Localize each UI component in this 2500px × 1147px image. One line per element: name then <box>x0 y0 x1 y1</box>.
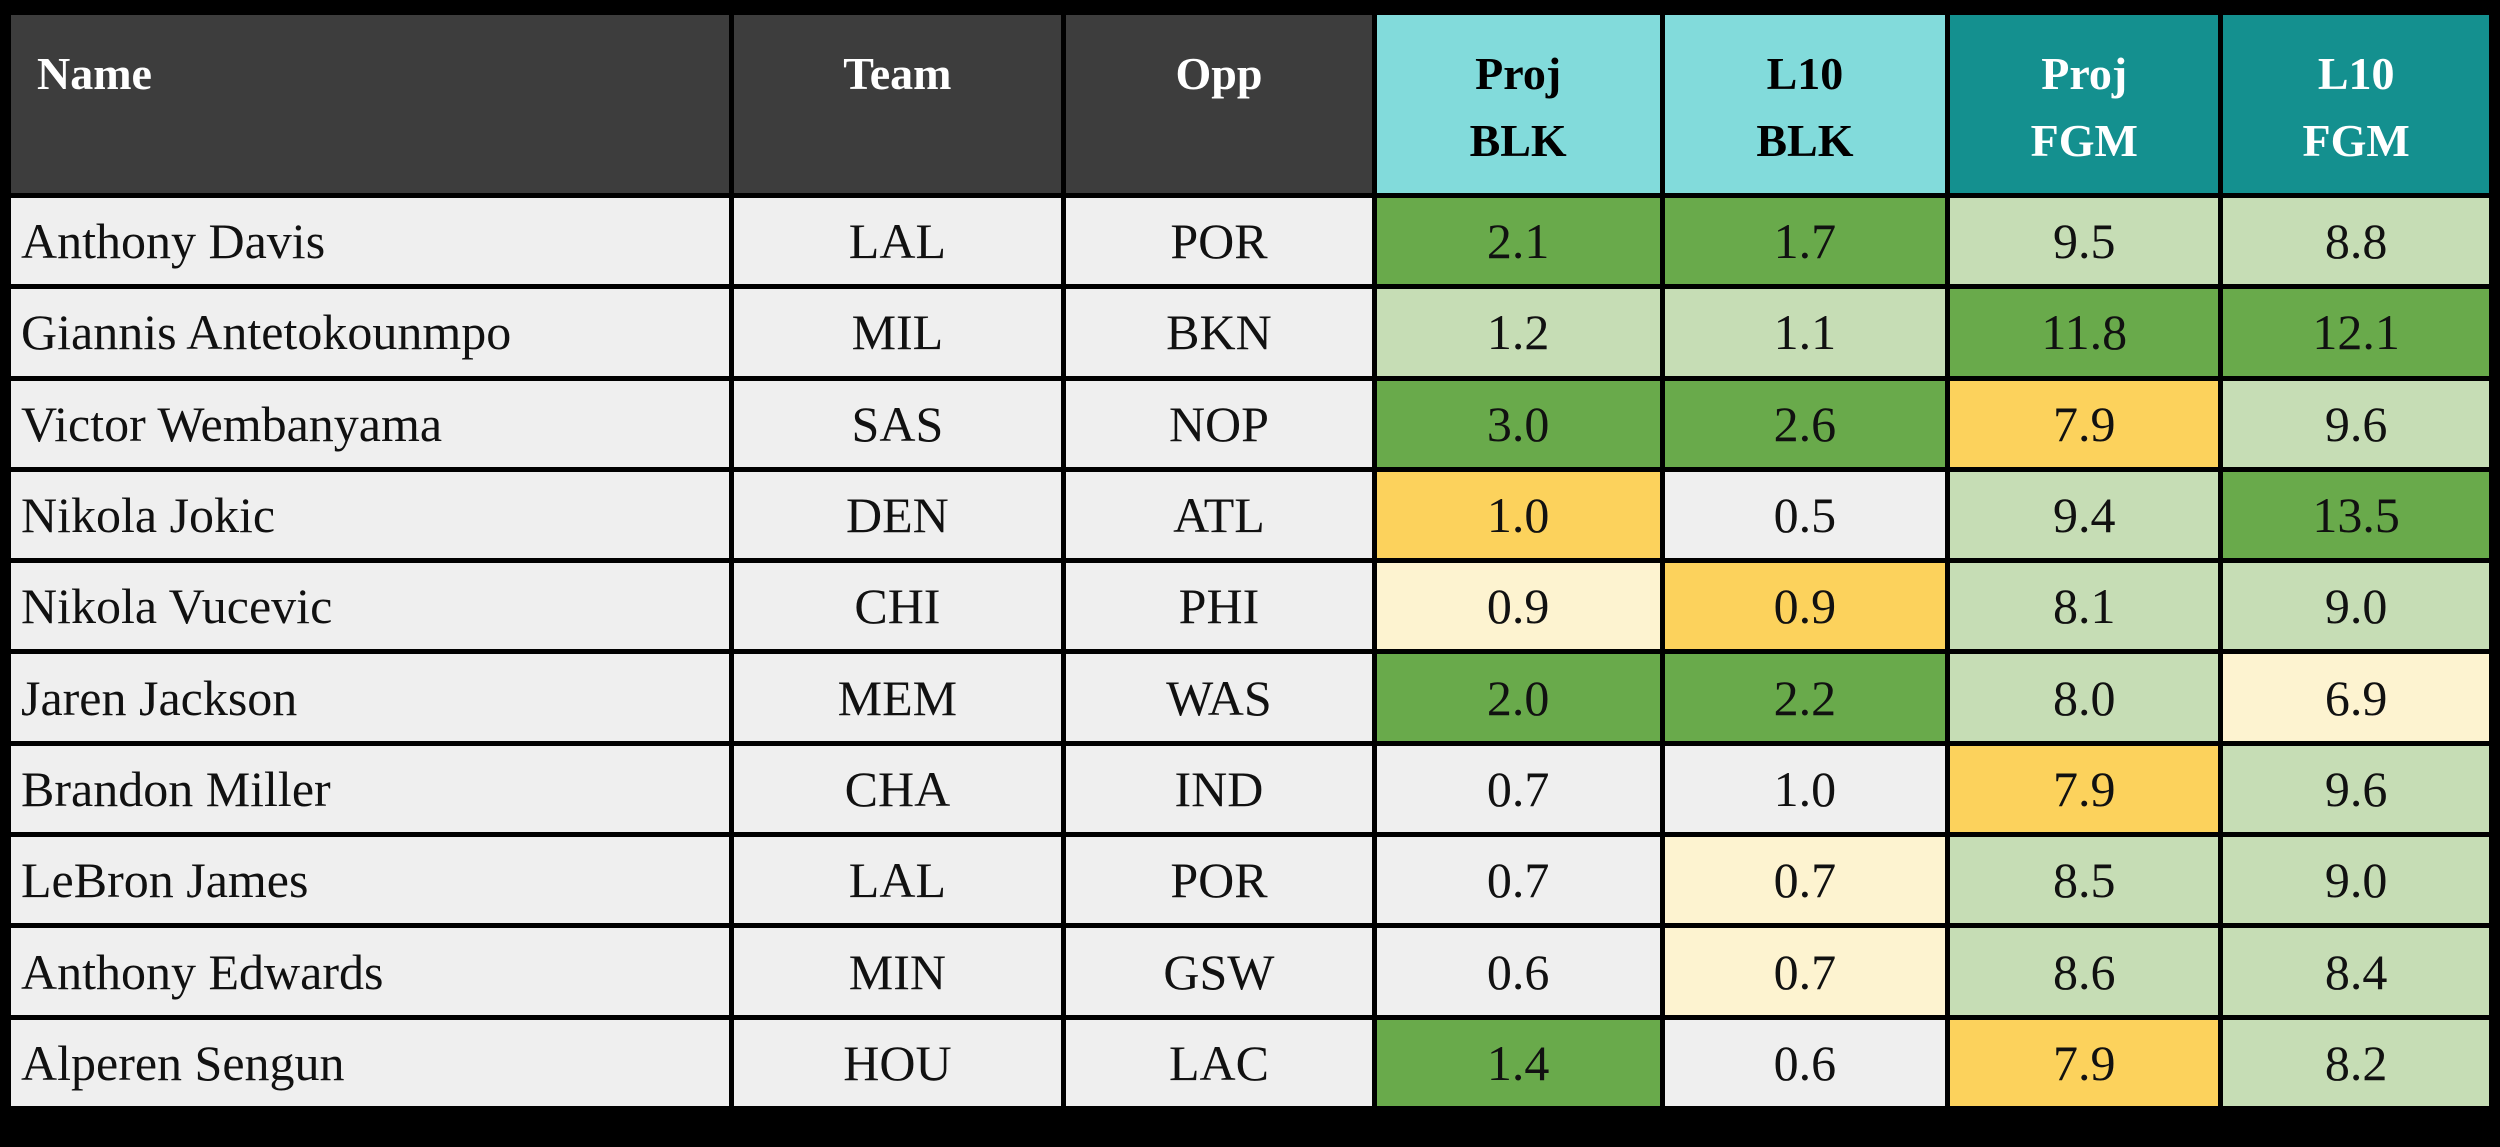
player-name-cell: Anthony Davis <box>6 192 734 290</box>
cell-l10-fgm: 8.2 <box>2218 1014 2494 1112</box>
team-cell: LAL <box>728 192 1067 290</box>
column-header-proj-blk-line2: BLK <box>1469 114 1567 166</box>
column-header-name: Name <box>6 10 734 198</box>
cell-proj-blk: 3.0 <box>1371 375 1665 472</box>
table-row: Jaren Jackson MEM WAS 2.0 2.2 8.0 6.9 <box>6 649 2494 746</box>
cell-l10-fgm: 9.6 <box>2218 375 2494 472</box>
cell-proj-blk: 1.4 <box>1371 1014 1665 1112</box>
cell-proj-fgm: 11.8 <box>1945 284 2224 381</box>
player-name-cell: Giannis Antetokounmpo <box>6 284 734 381</box>
team-cell: MIN <box>728 923 1067 1020</box>
team-cell: MEM <box>728 649 1067 746</box>
cell-l10-fgm: 9.6 <box>2218 740 2494 838</box>
table-row: Alperen Sengun HOU LAC 1.4 0.6 7.9 8.2 <box>6 1014 2494 1112</box>
cell-proj-fgm: 8.1 <box>1945 558 2224 655</box>
cell-proj-blk: 1.2 <box>1371 284 1665 381</box>
cell-l10-blk: 0.6 <box>1659 1014 1951 1112</box>
cell-l10-fgm: 8.4 <box>2218 923 2494 1020</box>
cell-proj-fgm: 8.6 <box>1945 923 2224 1020</box>
cell-l10-blk: 1.0 <box>1659 740 1951 838</box>
cell-l10-blk: 2.6 <box>1659 375 1951 472</box>
opponent-cell: ATL <box>1061 466 1377 564</box>
column-header-proj-fgm: Proj FGM <box>1945 10 2224 198</box>
cell-l10-blk: 0.9 <box>1659 558 1951 655</box>
team-cell: CHA <box>728 740 1067 838</box>
cell-proj-fgm: 9.5 <box>1945 192 2224 290</box>
column-header-l10-blk: L10 BLK <box>1659 10 1951 198</box>
header-row: Name Team Opp Proj BLK L10 BLK Proj FGM … <box>6 10 2494 198</box>
cell-proj-fgm: 8.5 <box>1945 832 2224 929</box>
cell-l10-blk: 1.7 <box>1659 192 1951 290</box>
team-cell: CHI <box>728 558 1067 655</box>
table-row: Nikola Jokic DEN ATL 1.0 0.5 9.4 13.5 <box>6 466 2494 564</box>
cell-proj-fgm: 9.4 <box>1945 466 2224 564</box>
column-header-team: Team <box>728 10 1067 198</box>
opponent-cell: PHI <box>1061 558 1377 655</box>
cell-l10-fgm: 9.0 <box>2218 832 2494 929</box>
cell-proj-fgm: 7.9 <box>1945 375 2224 472</box>
player-name-cell: Alperen Sengun <box>6 1014 734 1112</box>
cell-l10-fgm: 9.0 <box>2218 558 2494 655</box>
table-row: Victor Wembanyama SAS NOP 3.0 2.6 7.9 9.… <box>6 375 2494 472</box>
column-header-l10-blk-line1: L10 <box>1766 48 1844 99</box>
table-row: Anthony Edwards MIN GSW 0.6 0.7 8.6 8.4 <box>6 923 2494 1020</box>
table-row: Brandon Miller CHA IND 0.7 1.0 7.9 9.6 <box>6 740 2494 838</box>
cell-l10-blk: 0.5 <box>1659 466 1951 564</box>
cell-proj-blk: 2.0 <box>1371 649 1665 746</box>
column-header-proj-blk: Proj BLK <box>1371 10 1665 198</box>
opponent-cell: IND <box>1061 740 1377 838</box>
cell-l10-fgm: 12.1 <box>2218 284 2494 381</box>
cell-proj-blk: 0.9 <box>1371 558 1665 655</box>
cell-proj-fgm: 7.9 <box>1945 1014 2224 1112</box>
column-header-opp: Opp <box>1061 10 1377 198</box>
table-row: LeBron James LAL POR 0.7 0.7 8.5 9.0 <box>6 832 2494 929</box>
column-header-l10-fgm-line2: FGM <box>2302 114 2410 166</box>
opponent-cell: BKN <box>1061 284 1377 381</box>
cell-proj-blk: 2.1 <box>1371 192 1665 290</box>
opponent-cell: WAS <box>1061 649 1377 746</box>
player-name-cell: Anthony Edwards <box>6 923 734 1020</box>
cell-l10-blk: 2.2 <box>1659 649 1951 746</box>
cell-l10-fgm: 8.8 <box>2218 192 2494 290</box>
player-projections-table: Name Team Opp Proj BLK L10 BLK Proj FGM … <box>6 10 2494 1112</box>
column-header-proj-fgm-line2: FGM <box>2030 114 2138 166</box>
table-row: Giannis Antetokounmpo MIL BKN 1.2 1.1 11… <box>6 284 2494 381</box>
player-name-cell: Brandon Miller <box>6 740 734 838</box>
opponent-cell: POR <box>1061 192 1377 290</box>
cell-proj-fgm: 7.9 <box>1945 740 2224 838</box>
cell-l10-fgm: 6.9 <box>2218 649 2494 746</box>
opponent-cell: POR <box>1061 832 1377 929</box>
cell-proj-blk: 1.0 <box>1371 466 1665 564</box>
team-cell: LAL <box>728 832 1067 929</box>
column-header-l10-fgm-line1: L10 <box>2317 48 2395 99</box>
team-cell: HOU <box>728 1014 1067 1112</box>
player-name-cell: Nikola Vucevic <box>6 558 734 655</box>
cell-proj-blk: 0.7 <box>1371 740 1665 838</box>
cell-proj-blk: 0.6 <box>1371 923 1665 1020</box>
team-cell: DEN <box>728 466 1067 564</box>
opponent-cell: GSW <box>1061 923 1377 1020</box>
cell-proj-blk: 0.7 <box>1371 832 1665 929</box>
column-header-proj-blk-line1: Proj <box>1475 48 1562 99</box>
cell-l10-blk: 0.7 <box>1659 832 1951 929</box>
table-body: Anthony Davis LAL POR 2.1 1.7 9.5 8.8 Gi… <box>6 192 2494 1112</box>
opponent-cell: LAC <box>1061 1014 1377 1112</box>
player-name-cell: Victor Wembanyama <box>6 375 734 472</box>
table-row: Nikola Vucevic CHI PHI 0.9 0.9 8.1 9.0 <box>6 558 2494 655</box>
cell-proj-fgm: 8.0 <box>1945 649 2224 746</box>
cell-l10-blk: 1.1 <box>1659 284 1951 381</box>
player-name-cell: LeBron James <box>6 832 734 929</box>
cell-l10-fgm: 13.5 <box>2218 466 2494 564</box>
cell-l10-blk: 0.7 <box>1659 923 1951 1020</box>
opponent-cell: NOP <box>1061 375 1377 472</box>
column-header-proj-fgm-line1: Proj <box>2041 48 2128 99</box>
team-cell: SAS <box>728 375 1067 472</box>
table-row: Anthony Davis LAL POR 2.1 1.7 9.5 8.8 <box>6 192 2494 290</box>
column-header-l10-blk-line2: BLK <box>1756 114 1854 166</box>
player-name-cell: Nikola Jokic <box>6 466 734 564</box>
player-name-cell: Jaren Jackson <box>6 649 734 746</box>
team-cell: MIL <box>728 284 1067 381</box>
column-header-l10-fgm: L10 FGM <box>2218 10 2494 198</box>
